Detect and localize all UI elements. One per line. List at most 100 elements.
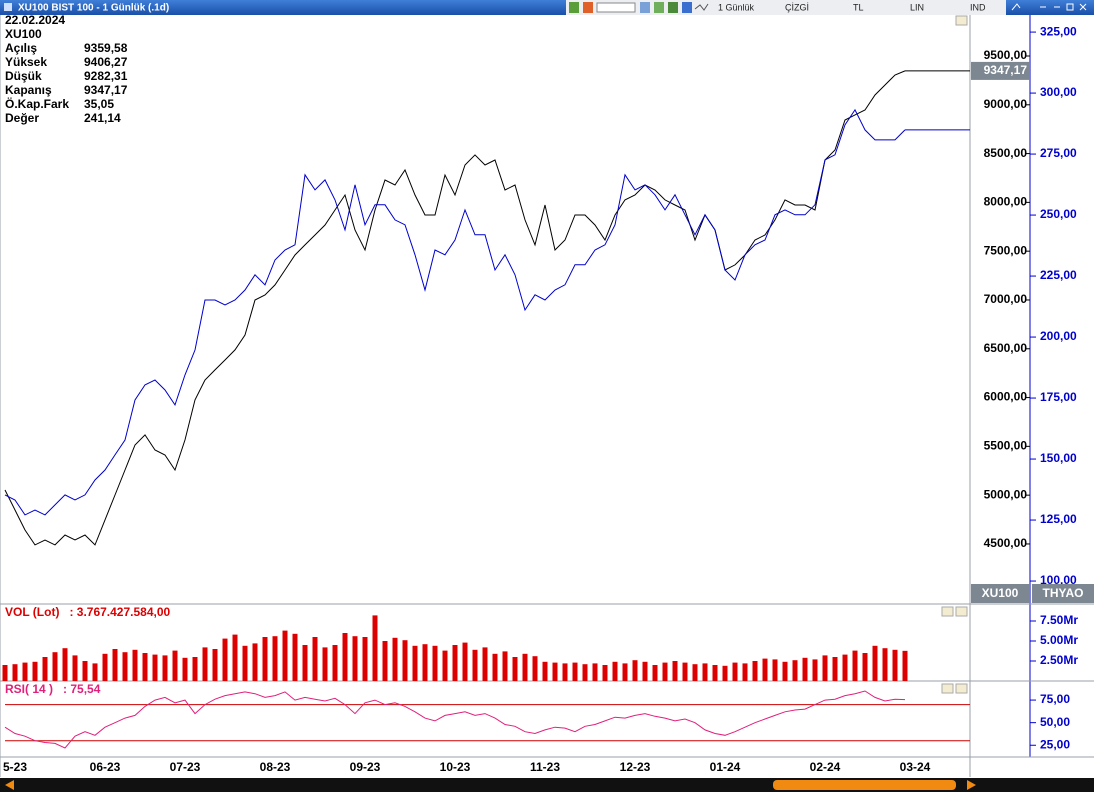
volume-bar: [92, 663, 98, 681]
volume-bar: [12, 664, 18, 681]
volume-bar: [532, 656, 538, 681]
toolbar-label[interactable]: LIN: [910, 2, 924, 12]
info-value: 35,05: [84, 97, 114, 111]
toolbar-label[interactable]: IND: [970, 2, 986, 12]
volume-bar: [152, 654, 158, 681]
tool-icon[interactable]: [668, 2, 678, 13]
last-value-label: 9347,17: [984, 63, 1028, 77]
volume-bar: [902, 650, 908, 681]
info-value: 9347,17: [84, 83, 128, 97]
panel-button[interactable]: [941, 606, 954, 617]
y-tick-label: 150,00: [1040, 451, 1077, 465]
window-button[interactable]: [1011, 3, 1021, 11]
info-date: 22.02.2024: [5, 13, 65, 27]
data-line: [4, 690, 906, 749]
volume-bar: [142, 653, 148, 681]
toolbar-label[interactable]: 1 Günlük: [718, 2, 755, 12]
panel-buttons: [941, 15, 968, 694]
last-value-box: [971, 61, 1030, 80]
volume-bar: [2, 665, 8, 681]
info-value: 9406,27: [84, 55, 128, 69]
window-button[interactable]: [1079, 3, 1087, 11]
volume-bar: [302, 645, 308, 681]
volume-bar: [742, 663, 748, 681]
volume-bar: [512, 657, 518, 681]
y-tick-label: 7.50Mr: [1040, 613, 1078, 627]
volume-bar: [652, 665, 658, 681]
volume-bar: [262, 637, 268, 681]
y-tick-label: 9500,00: [984, 48, 1028, 62]
info-symbol: XU100: [5, 27, 42, 41]
volume-bar: [32, 661, 38, 681]
tool-icon[interactable]: [682, 2, 692, 13]
tool-icon[interactable]: [569, 2, 579, 13]
x-tick-label: 10-23: [440, 760, 471, 774]
volume-bar: [112, 649, 118, 681]
volume-bar: [622, 663, 628, 681]
volume-bar: [22, 662, 28, 681]
x-tick-label: 11-23: [530, 760, 560, 774]
y-tick-label: 75,00: [1040, 692, 1070, 706]
volume-bar: [522, 653, 528, 681]
tool-icon[interactable]: [654, 2, 664, 13]
tool-icon[interactable]: [640, 2, 650, 13]
y-tick-label: 275,00: [1040, 146, 1077, 160]
window-title: XU100 BIST 100 - 1 Günlük (.1d): [18, 3, 169, 14]
volume-bar: [102, 653, 108, 681]
volume-bar: [442, 650, 448, 681]
data-line: [4, 70, 906, 546]
panel-button[interactable]: [941, 683, 954, 694]
info-label: Kapanış: [5, 83, 52, 97]
x-tick-label: 5-23: [3, 760, 27, 774]
panel-button[interactable]: [955, 606, 968, 617]
volume-bar: [672, 661, 678, 681]
panel-button[interactable]: [955, 683, 968, 694]
y-tick-label: 175,00: [1040, 390, 1077, 404]
toolbar-label[interactable]: TL: [853, 2, 864, 12]
volume-bar: [342, 633, 348, 681]
tool-icon[interactable]: [583, 2, 593, 13]
panel-button[interactable]: [955, 15, 968, 26]
volume-bar: [602, 665, 608, 681]
volume-bar: [222, 638, 228, 681]
volume-bar: [42, 657, 48, 681]
volume-bar: [132, 649, 138, 681]
scroll-right[interactable]: [967, 780, 976, 790]
volume-bar: [192, 657, 198, 681]
volume-bar: [212, 649, 218, 681]
tool-icon[interactable]: [694, 3, 709, 11]
panel-title: RSI( 14 ): [5, 682, 53, 696]
info-label: Değer: [5, 111, 39, 125]
volume-bar: [562, 663, 568, 681]
toolbar-label[interactable]: ÇİZGİ: [785, 2, 809, 12]
y-tick-label: 2.50Mr: [1040, 653, 1078, 667]
scroll-thumb[interactable]: [773, 780, 956, 790]
volume-bar: [322, 647, 328, 681]
y-tick-label: 6000,00: [984, 390, 1028, 404]
volume-bar: [502, 651, 508, 681]
volume-bar: [832, 657, 838, 681]
volume-bar: [282, 630, 288, 681]
y-tick-label: 5500,00: [984, 439, 1028, 453]
window-button[interactable]: [1066, 3, 1074, 11]
y-tick-label: 225,00: [1040, 268, 1077, 282]
volume-bar: [242, 645, 248, 681]
volume-bar: [122, 652, 128, 681]
volume-bar: [82, 661, 88, 681]
x-tick-label: 08-23: [260, 760, 291, 774]
scroll-left[interactable]: [5, 780, 14, 790]
volume-bar: [892, 649, 898, 681]
x-tick-label: 02-24: [810, 760, 841, 774]
volume-bar: [482, 647, 488, 681]
volume-bar: [332, 645, 338, 681]
volume-bar: [842, 654, 848, 681]
y-tick-label: 25,00: [1040, 737, 1070, 751]
volume-bar: [852, 650, 858, 681]
volume-bar: [62, 648, 68, 681]
tool-icon[interactable]: [596, 2, 636, 13]
y-tick-label: 7500,00: [984, 243, 1028, 257]
y-tick-label: 250,00: [1040, 207, 1077, 221]
y-tick-label: 8000,00: [984, 195, 1028, 209]
volume-bar: [422, 644, 428, 681]
